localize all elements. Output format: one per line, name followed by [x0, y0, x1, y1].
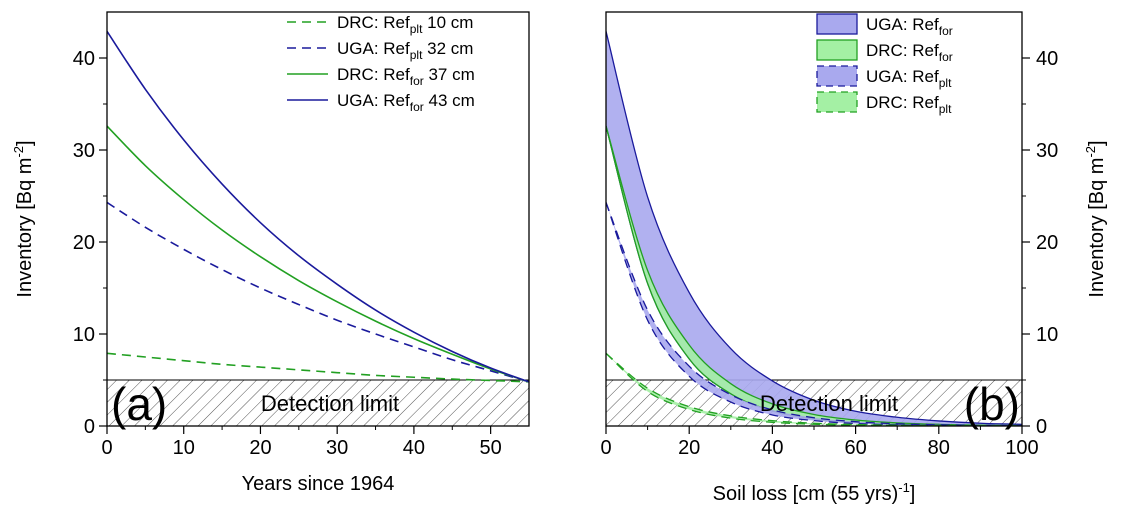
x-tick-label: 80: [928, 437, 950, 459]
detection-limit-label: Detection limit: [261, 391, 399, 416]
legend: DRC: Refplt 10 cm UGA: Refplt 32 cm DRC: R…: [287, 13, 475, 114]
series-lines: [107, 30, 529, 383]
detection-limit-hatch: [106, 379, 530, 427]
legend-label: UGA: Refplt: [866, 67, 952, 90]
y-tick-label: 10: [73, 324, 95, 346]
x-tick-label: 20: [249, 437, 271, 459]
plot-frame: [106, 11, 530, 427]
y-tick-label: 40: [73, 48, 95, 70]
axis-ticks: 0 10 20 30 40 50 0 10 20 30 40: [73, 48, 502, 459]
x-tick-label: 10: [173, 437, 195, 459]
x-tick-label: 0: [600, 437, 611, 459]
y-axis-label: Inventory [Bq m-2]: [1083, 140, 1108, 297]
legend-swatch: [816, 13, 858, 35]
legend-label: UGA: Reffor: [866, 15, 953, 38]
panel-label: (a): [111, 378, 167, 430]
x-tick-label: 0: [101, 437, 112, 459]
x-tick-label: 60: [844, 437, 866, 459]
series-line: [107, 30, 529, 383]
detection-limit-band: [106, 379, 530, 427]
x-tick-label: 20: [678, 437, 700, 459]
y-axis-label: Inventory [Bq m-2]: [11, 140, 36, 297]
x-axis-label: Soil loss [cm (55 yrs)-1]: [713, 480, 916, 505]
series-band: [606, 31, 1022, 426]
legend-label: UGA: Refplt 32 cm: [337, 39, 473, 62]
x-tick-label: 100: [1005, 437, 1038, 459]
series-areas: [606, 31, 1022, 426]
x-axis-label: Years since 1964: [242, 473, 395, 495]
panel-label: (b): [964, 378, 1020, 430]
series-lower-line: [606, 202, 1022, 426]
legend-swatch: [816, 65, 858, 87]
detection-limit-label: Detection limit: [760, 391, 898, 416]
x-tick-label: 40: [403, 437, 425, 459]
x-tick-label: 40: [761, 437, 783, 459]
legend-label: DRC: Reffor: [866, 41, 953, 64]
panel-a: 0 10 20 30 40 50 0 10 20 30 40 Detection limit (a)…: [11, 11, 530, 495]
y-tick-label: 30: [1036, 140, 1058, 162]
y-tick-label: 40: [1036, 48, 1058, 70]
legend-label: DRC: Reffor 37 cm: [337, 65, 475, 88]
plot-frame: [605, 11, 1023, 427]
y-tick-label: 0: [84, 416, 95, 438]
legend: UGA: Reffor DRC: Reffor UGA: Refplt DRC: Re…: [816, 13, 953, 116]
series-line: [107, 352, 529, 383]
series-upper-line: [606, 31, 1022, 425]
legend-swatch: [816, 39, 858, 61]
legend-label: DRC: Refplt: [866, 93, 952, 116]
x-tick-label: 50: [480, 437, 502, 459]
y-tick-label: 20: [73, 232, 95, 254]
y-tick-label: 0: [1036, 416, 1047, 438]
series-line: [107, 125, 529, 383]
y-tick-label: 30: [73, 140, 95, 162]
y-tick-label: 20: [1036, 232, 1058, 254]
y-tick-label: 10: [1036, 324, 1058, 346]
series-upper-line: [606, 202, 1022, 426]
legend-label: DRC: Refplt 10 cm: [337, 13, 473, 36]
legend-label: UGA: Reffor 43 cm: [337, 91, 475, 114]
x-tick-label: 30: [326, 437, 348, 459]
legend-swatch: [816, 91, 858, 113]
